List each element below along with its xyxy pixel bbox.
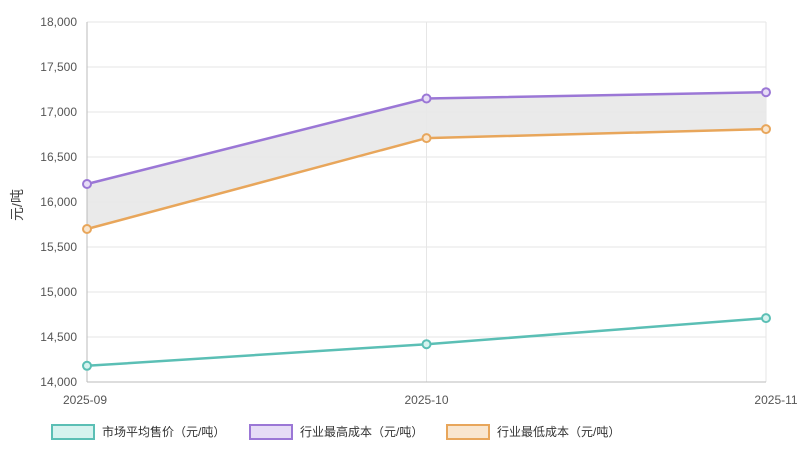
y-tick-label: 15,000 (40, 285, 77, 299)
series-1 (82, 313, 771, 371)
cost-band (87, 92, 766, 229)
x-tick-label: 2025-09 (63, 393, 107, 407)
x-tick-label: 2025-11 (754, 393, 797, 407)
y-tick-label: 14,000 (40, 375, 77, 389)
data-point[interactable] (82, 224, 92, 234)
legend-swatch (249, 424, 293, 440)
series-3 (82, 124, 771, 234)
axes (86, 22, 766, 383)
x-tick-labels: 2025-09 2025-10 2025-11 (63, 393, 798, 407)
y-tick-label: 14,500 (40, 330, 77, 344)
y-tick-label: 17,500 (40, 60, 77, 74)
data-point[interactable] (761, 87, 771, 98)
y-tick-labels: 14,000 14,500 15,000 15,500 16,000 16,500 17,0… (40, 15, 77, 389)
legend-item[interactable]: 行业最高成本（元/吨） (249, 424, 423, 440)
legend: 市场平均售价（元/吨） 行业最高成本（元/吨） 行业最低成本（元/吨） (51, 424, 620, 440)
legend-swatch (51, 424, 95, 440)
x-tick-label: 2025-10 (404, 393, 448, 407)
y-tick-label: 16,000 (40, 195, 77, 209)
y-axis-title: 元/吨 (9, 189, 25, 221)
series (82, 87, 771, 371)
legend-item[interactable]: 市场平均售价（元/吨） (51, 424, 225, 440)
y-tick-label: 16,500 (40, 150, 77, 164)
legend-label: 行业最低成本（元/吨） (497, 425, 620, 439)
data-point[interactable] (421, 339, 432, 350)
data-point[interactable] (82, 360, 92, 371)
data-point[interactable] (82, 179, 92, 189)
data-point[interactable] (421, 93, 432, 104)
data-point[interactable] (761, 124, 771, 135)
cost-band-area (87, 92, 766, 229)
y-tick-label: 18,000 (40, 15, 77, 29)
data-point[interactable] (421, 133, 432, 144)
y-tick-label: 15,500 (40, 240, 77, 254)
legend-item[interactable]: 行业最低成本（元/吨） (446, 424, 620, 440)
legend-label: 市场平均售价（元/吨） (102, 424, 225, 439)
series-2 (82, 87, 771, 189)
legend-swatch (446, 424, 490, 440)
y-tick-label: 17,000 (40, 105, 77, 119)
data-point[interactable] (761, 313, 771, 324)
legend-label: 行业最高成本（元/吨） (300, 424, 423, 439)
